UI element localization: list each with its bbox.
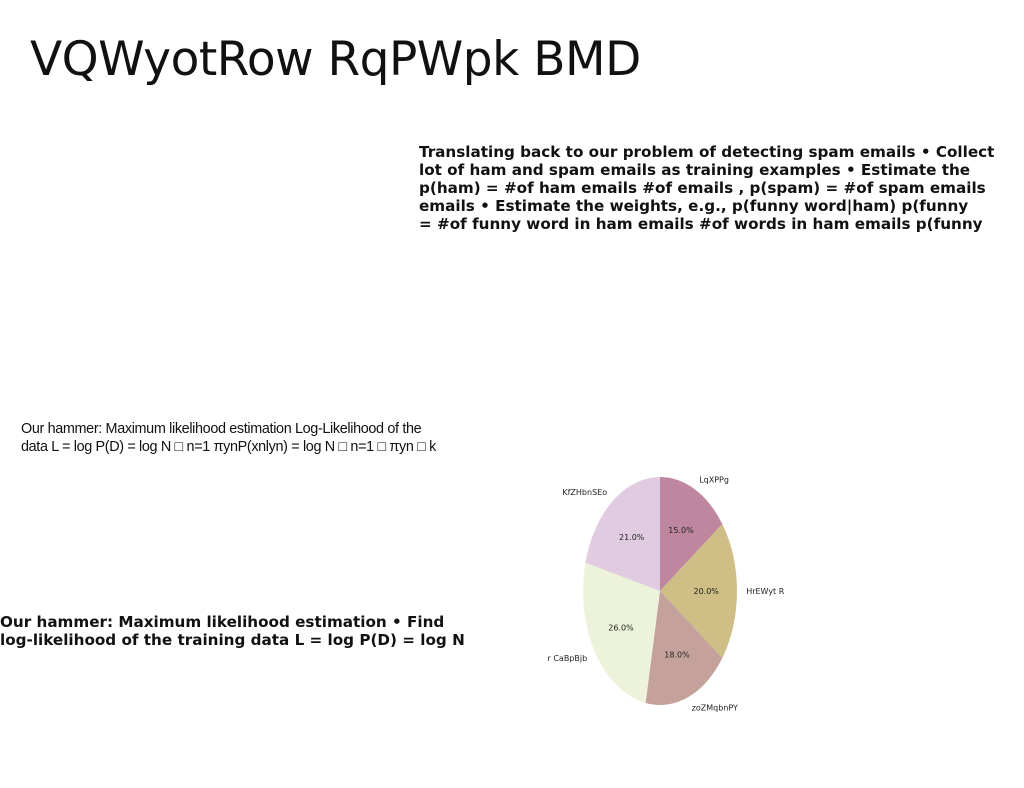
pie-category-label: LqXPPg [699, 475, 729, 484]
text-line: Translating back to our problem of detec… [419, 143, 1024, 161]
pie-percent-label: 18.0% [664, 651, 690, 660]
pie-category-label: HrEWyt R [746, 587, 785, 596]
pie-category-label: KfZHbnSEo [562, 488, 607, 497]
pie-category-label: zoZMqbnPY [692, 704, 738, 713]
pie-percent-label: 21.0% [619, 533, 645, 542]
text-line: data L = log P(D) = log N □ n=1 πynP(xnl… [21, 438, 501, 456]
pie-percent-label: 26.0% [608, 624, 634, 633]
slide-title: VQWyotRow RqPWpk BMD [30, 32, 641, 87]
text-line: Our hammer: Maximum likelihood estimatio… [21, 420, 501, 438]
text-line: Our hammer: Maximum likelihood estimatio… [0, 613, 500, 631]
log-likelihood-text: Our hammer: Maximum likelihood estimatio… [21, 420, 501, 456]
spam-detection-text: Translating back to our problem of detec… [419, 143, 1024, 235]
text-line: log-likelihood of the training data L = … [0, 631, 500, 649]
pie-percent-label: 20.0% [693, 587, 719, 596]
pie-chart: 15.0% LqXPPg 20.0% HrEWyt R 18.0% zoZMqbnPY 26… [540, 466, 800, 716]
pie-category-label: r CaBpBjb [548, 654, 588, 663]
pie-percent-label: 15.0% [668, 526, 694, 535]
text-line: lot of ham and spam emails as training e… [419, 161, 1024, 179]
text-line: = #of funny word in ham emails #of words… [419, 215, 1024, 233]
text-line: p(ham) = #of ham emails #of emails , p(s… [419, 179, 1024, 197]
text-line: emails • Estimate the weights, e.g., p(f… [419, 197, 1024, 215]
mle-text: Our hammer: Maximum likelihood estimatio… [0, 613, 500, 649]
